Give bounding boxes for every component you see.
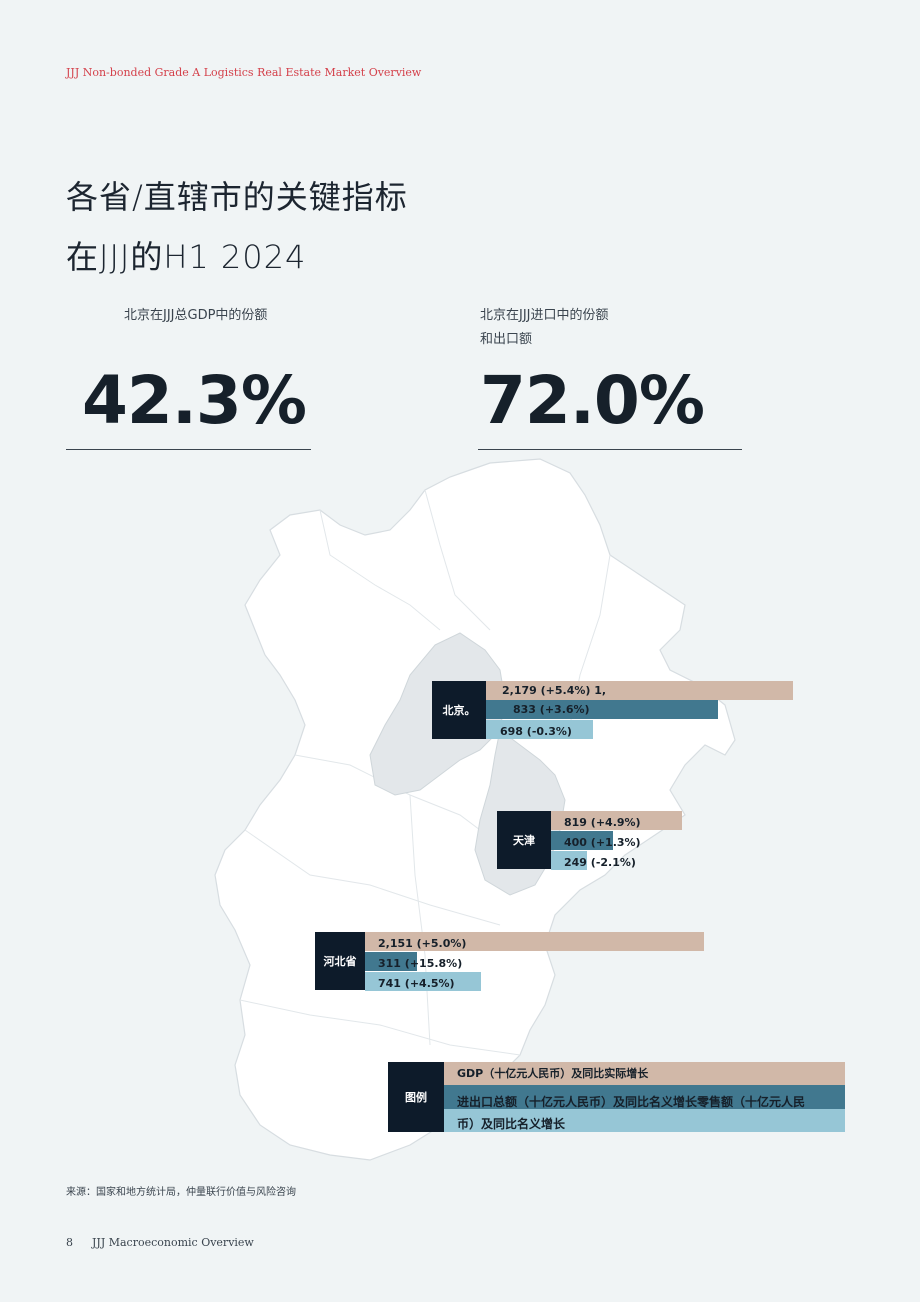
- beijing-trade-bar: [486, 700, 718, 719]
- tianjin-trade-label: 400 (+1.3%): [564, 836, 641, 849]
- page-title-line1: 各省/直辖市的关键指标: [66, 178, 408, 216]
- kpi-gdp-share-value: 42.3%: [82, 362, 307, 439]
- hebei-name: 河北省: [323, 955, 357, 968]
- internal-boundary-6: [409, 794, 431, 1046]
- beijing-name: 北京。: [442, 704, 476, 717]
- page-title-line2: 在JJJ的H1 2024: [66, 238, 307, 276]
- internal-boundary-2: [424, 489, 491, 631]
- hebei-province-shape: [214, 458, 736, 1161]
- tianjin-trade-bar: [551, 831, 613, 850]
- hebei-retail-bar: [365, 972, 481, 991]
- hebei-trade-bar: [365, 952, 417, 971]
- internal-boundary-1: [319, 509, 441, 631]
- kpi-trade-share-label-line1: 北京在JJJ进口中的份额: [480, 308, 609, 323]
- source-note: 来源：国家和地方统计局，仲量联行价值与风险咨询: [66, 1187, 296, 1198]
- legend-trade-swatch: [444, 1085, 845, 1109]
- hebei-retail-label: 741 (+4.5%): [378, 977, 455, 990]
- legend-title: 图例: [405, 1091, 427, 1104]
- footer-page-number: 8: [66, 1236, 73, 1249]
- footer-section-title: JJJ Macroeconomic Overview: [92, 1236, 254, 1249]
- legend-trade-retail-line1: 进出口总额（十亿元人民币）及同比名义增长零售额（十亿元人民: [457, 1095, 806, 1109]
- beijing-label-box: 北京。: [432, 681, 486, 739]
- jjj-region-map: [214, 458, 736, 1161]
- tianjin-retail-label: 249 (-2.1%): [564, 856, 636, 869]
- legend-trade-retail-line2: 币）及同比名义增长: [457, 1117, 566, 1131]
- kpi-trade-share-value: 72.0%: [480, 362, 705, 439]
- tianjin-retail-bar: [551, 851, 587, 870]
- report-header-title: JJJ Non-bonded Grade A Logistics Real Es…: [66, 66, 422, 79]
- legend-title-box: 图例: [388, 1062, 444, 1132]
- beijing-retail-label: 698 (-0.3%): [500, 725, 572, 738]
- legend-gdp-swatch: [444, 1062, 845, 1085]
- tianjin-label-box: 天津: [497, 811, 551, 869]
- beijing-gdp-bar: [486, 681, 793, 700]
- legend-trade-retail-label: 进出口总额（十亿元人民币）及同比名义增长零售额（十亿元人民 币）及同比名义增长: [457, 1091, 805, 1135]
- hebei-label-box: 河北省: [315, 932, 365, 990]
- internal-boundary-4: [244, 829, 501, 926]
- kpi-gdp-share-divider: [66, 449, 311, 450]
- hebei-gdp-bar: [365, 932, 704, 951]
- beijing-trade-label: 833 (+3.6%): [513, 703, 590, 716]
- hebei-gdp-label: 2,151 (+5.0%): [378, 937, 467, 950]
- beijing-retail-bar: [486, 720, 593, 739]
- legend-gdp-label: GDP（十亿元人民币）及同比实际增长: [457, 1067, 649, 1080]
- tianjin-name: 天津: [513, 834, 535, 847]
- legend-retail-swatch: [444, 1109, 845, 1132]
- tianjin-gdp-label: 819 (+4.9%): [564, 816, 641, 829]
- beijing-gdp-label: 2,179 (+5.4%) 1,: [502, 684, 607, 697]
- kpi-trade-share-label-line2: 和出口额: [480, 332, 533, 347]
- internal-boundary-5: [239, 999, 521, 1056]
- hebei-trade-label: 311 (+15.8%): [378, 957, 463, 970]
- tianjin-gdp-bar: [551, 811, 682, 830]
- kpi-trade-share-divider: [478, 449, 742, 450]
- kpi-trade-share-label: 北京在JJJ进口中的份额 和出口额: [480, 304, 609, 352]
- kpi-gdp-share-label: 北京在JJJ总GDP中的份额: [124, 308, 268, 323]
